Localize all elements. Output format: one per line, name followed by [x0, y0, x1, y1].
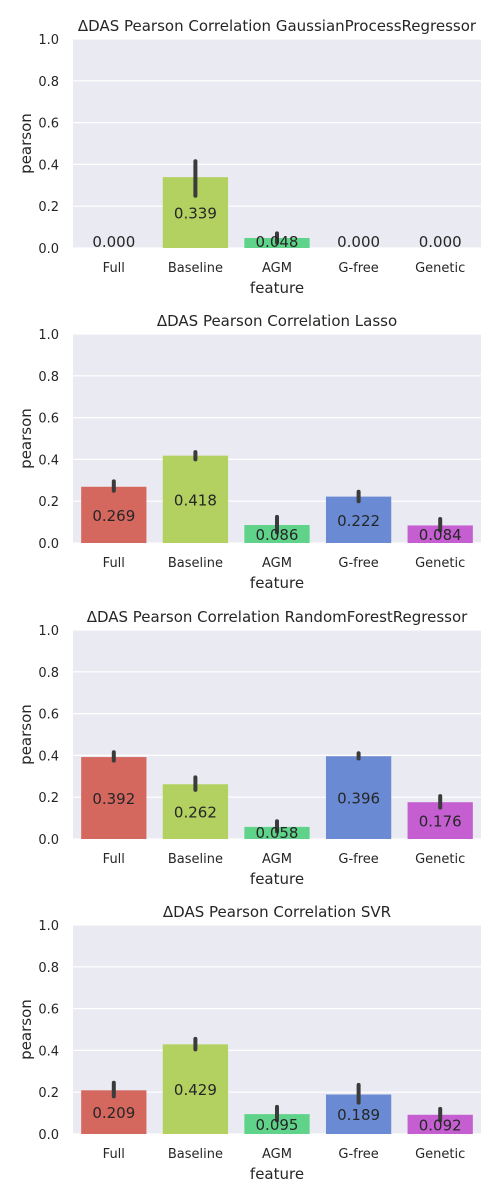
chart-title: ΔDAS Pearson Correlation Lasso [157, 312, 397, 330]
value-label: 0.269 [92, 507, 135, 525]
bar-baseline [162, 455, 229, 543]
x-tick-label: Baseline [168, 556, 223, 571]
x-axis-label: feature [250, 574, 304, 592]
bar-full [81, 757, 147, 839]
x-tick-label: AGM [262, 556, 292, 571]
x-tick-label: G-free [338, 852, 378, 867]
y-tick-label: 0.8 [38, 666, 59, 681]
bar-genetic [407, 1114, 473, 1134]
value-label: 0.189 [337, 1106, 380, 1124]
y-tick-label: 0.2 [38, 495, 59, 510]
y-axis-label: pearson [17, 113, 35, 174]
y-tick-label: 1.0 [38, 328, 59, 343]
value-label: 0.084 [419, 526, 462, 544]
chart-panel-1: 0.0 0.2 0.4 0.6 0.8 1.0 0.000 0.339 0.048 0.000 0.… [17, 17, 481, 297]
chart-panel-3: 0.0 0.2 0.4 0.6 0.8 1.0 0.392 0.262 0.058 0.396 0.… [17, 608, 481, 888]
value-label: 0.000 [92, 233, 135, 251]
value-label: 0.000 [419, 233, 462, 251]
value-label: 0.262 [174, 804, 217, 822]
x-tick-label: Genetic [415, 1147, 465, 1162]
y-tick-label: 0.6 [38, 117, 59, 132]
bar-full [81, 486, 147, 543]
y-tick-label: 1.0 [38, 33, 59, 48]
value-label: 0.429 [174, 1081, 217, 1099]
y-tick-label: 0.2 [38, 791, 59, 806]
bar-baseline [162, 1044, 229, 1134]
bar-g-free [325, 756, 392, 839]
x-tick-label: Full [103, 1147, 125, 1162]
y-tick-label: 0.2 [38, 1086, 59, 1101]
x-tick-label: Baseline [168, 1147, 223, 1162]
y-tick-label: 1.0 [38, 919, 59, 934]
y-axis-label: pearson [17, 999, 35, 1060]
y-axis-label: pearson [17, 704, 35, 765]
x-tick-label: Baseline [168, 852, 223, 867]
y-tick-label: 0.4 [38, 158, 59, 173]
x-tick-label: Baseline [168, 261, 223, 276]
x-tick-label: Genetic [415, 852, 465, 867]
x-axis-label: feature [250, 1165, 304, 1183]
value-label: 0.000 [337, 233, 380, 251]
value-label: 0.418 [174, 491, 217, 509]
value-label: 0.092 [419, 1116, 462, 1134]
y-tick-label: 0.4 [38, 1044, 59, 1059]
x-tick-label: G-free [338, 1147, 378, 1162]
y-tick-label: 0.4 [38, 453, 59, 468]
y-tick-label: 0.0 [38, 537, 59, 552]
value-label: 0.339 [174, 205, 217, 223]
value-label: 0.222 [337, 512, 380, 530]
y-tick-label: 1.0 [38, 624, 59, 639]
y-axis-label: pearson [17, 408, 35, 469]
value-label: 0.396 [337, 790, 380, 808]
x-tick-label: AGM [262, 852, 292, 867]
chart-panel-4: 0.0 0.2 0.4 0.6 0.8 1.0 0.209 0.429 0.095 0.189 0.… [17, 903, 481, 1183]
y-tick-label: 0.4 [38, 749, 59, 764]
x-tick-label: G-free [338, 556, 378, 571]
value-label: 0.392 [92, 790, 135, 808]
x-tick-label: AGM [262, 261, 292, 276]
y-tick-label: 0.0 [38, 833, 59, 848]
x-tick-label: Genetic [415, 261, 465, 276]
bar-genetic [407, 525, 473, 543]
value-label: 0.176 [419, 813, 462, 831]
plot-background [73, 39, 481, 248]
y-tick-label: 0.6 [38, 412, 59, 427]
y-tick-label: 0.6 [38, 708, 59, 723]
y-tick-label: 0.8 [38, 961, 59, 976]
chart-panel-2: 0.0 0.2 0.4 0.6 0.8 1.0 0.269 0.418 0.086 0.222 0.… [17, 312, 481, 592]
x-tick-label: Full [103, 556, 125, 571]
x-tick-label: AGM [262, 1147, 292, 1162]
chart-title: ΔDAS Pearson Correlation RandomForestReg… [87, 608, 468, 626]
y-tick-label: 0.2 [38, 200, 59, 215]
value-label: 0.209 [92, 1104, 135, 1122]
y-tick-label: 0.0 [38, 242, 59, 257]
bar-g-free [325, 496, 392, 543]
x-axis-label: feature [250, 870, 304, 888]
bar-agm [244, 1114, 310, 1134]
x-tick-label: Full [103, 852, 125, 867]
y-tick-label: 0.8 [38, 370, 59, 385]
y-tick-label: 0.6 [38, 1003, 59, 1018]
chart-title: ΔDAS Pearson Correlation GaussianProcess… [78, 17, 477, 35]
chart-title: ΔDAS Pearson Correlation SVR [163, 903, 391, 921]
x-tick-label: G-free [338, 261, 378, 276]
value-label: 0.095 [256, 1116, 299, 1134]
bar-baseline [162, 784, 229, 839]
x-tick-label: Genetic [415, 556, 465, 571]
y-tick-label: 0.8 [38, 75, 59, 90]
x-tick-label: Full [103, 261, 125, 276]
x-axis-label: feature [250, 279, 304, 297]
y-tick-label: 0.0 [38, 1128, 59, 1143]
value-label: 0.048 [256, 233, 299, 251]
value-label: 0.058 [256, 824, 299, 842]
value-label: 0.086 [256, 526, 299, 544]
